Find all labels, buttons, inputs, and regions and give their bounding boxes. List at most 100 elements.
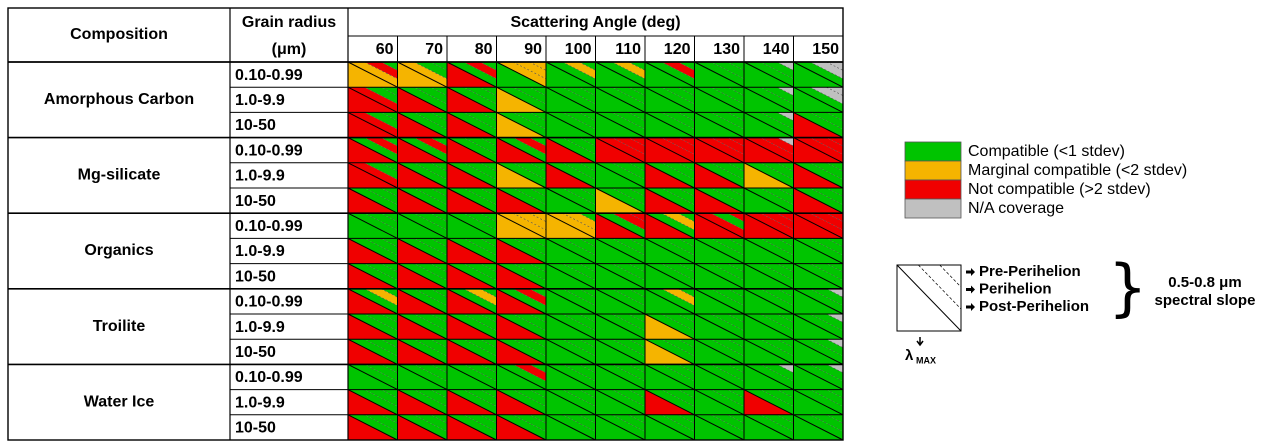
- diagonal: [677, 313, 695, 323]
- legend-swatch: [904, 141, 962, 162]
- radius-label: 0.10-0.99: [235, 218, 303, 235]
- diagonal: [529, 112, 547, 122]
- lambda: λ: [905, 347, 914, 364]
- diagonal: [793, 61, 844, 88]
- diagonal: [595, 338, 646, 365]
- diagonal: [743, 187, 794, 214]
- diagonal: [380, 86, 398, 96]
- radius-label: 10-50: [235, 193, 276, 210]
- legend-label: Marginal compatible (<2 stdev): [968, 162, 1187, 179]
- diagonal: [397, 162, 448, 189]
- diagonal: [496, 313, 547, 340]
- diagonal: [644, 288, 695, 315]
- diagonal: [479, 288, 497, 298]
- table-border: [7, 7, 844, 441]
- diagonal: [793, 338, 844, 365]
- diagonal: [776, 137, 794, 147]
- diagonal: [826, 389, 844, 399]
- diagonal: [479, 137, 497, 147]
- diagonal: [595, 137, 646, 164]
- diagonal: [496, 137, 547, 164]
- diagonal: [743, 389, 794, 416]
- diagonal: [446, 162, 497, 189]
- diagonal: [793, 313, 844, 340]
- diagonal: [628, 86, 646, 96]
- diagonal: [743, 162, 794, 189]
- diagonal: [776, 187, 794, 197]
- diagonal: [743, 313, 794, 340]
- diagonal: [826, 338, 844, 348]
- diagonal: [628, 364, 646, 374]
- key-arrow: [966, 285, 975, 294]
- diagonal: [776, 389, 794, 399]
- diagonal: [826, 137, 844, 147]
- diagonal: [430, 313, 448, 323]
- diagonal: [776, 414, 794, 424]
- diagonal: [743, 137, 794, 164]
- diagonal: [430, 364, 448, 374]
- diagonal: [545, 263, 596, 290]
- diagonal: [479, 414, 497, 424]
- diagonal: [628, 61, 646, 71]
- diagonal: [826, 263, 844, 273]
- diagonal: [727, 137, 745, 147]
- diagonal: [397, 86, 448, 113]
- diagonal: [496, 263, 547, 290]
- diagonal: [397, 61, 448, 88]
- diagonal: [776, 61, 794, 71]
- diagonal: [743, 86, 794, 113]
- diagonal: [529, 212, 547, 222]
- diagonal: [347, 338, 398, 365]
- diagonal: [793, 263, 844, 290]
- diagonal: [727, 313, 745, 323]
- diagonal: [380, 313, 398, 323]
- diagonal: [628, 112, 646, 122]
- diagonal: [677, 364, 695, 374]
- diagonal: [397, 288, 448, 315]
- diagonal: [430, 61, 448, 71]
- diagonal: [793, 86, 844, 113]
- diagonal: [545, 288, 596, 315]
- legend-label: Not compatible (>2 stdev): [968, 181, 1151, 198]
- diagonal: [644, 86, 695, 113]
- diagonal: [644, 61, 695, 88]
- diagonal: [578, 212, 596, 222]
- diagonal: [776, 364, 794, 374]
- diagonal: [578, 187, 596, 197]
- diagonal: [578, 112, 596, 122]
- radius-label: 0.10-0.99: [235, 369, 303, 386]
- diagonal: [727, 288, 745, 298]
- diagonal: [595, 288, 646, 315]
- diagonal: [776, 313, 794, 323]
- diagonal: [826, 238, 844, 248]
- diagonal: [347, 212, 398, 239]
- diagonal: [529, 61, 547, 71]
- diagonal: [397, 414, 448, 441]
- composition-label: Organics: [84, 242, 153, 259]
- lambda-arrow: [916, 337, 924, 347]
- diagonal: [430, 212, 448, 222]
- diagonal: [347, 237, 398, 265]
- diagonal: [727, 364, 745, 374]
- diagonal: [347, 86, 398, 113]
- diagonal: [545, 162, 596, 189]
- range-label: 0.5-0.8 μm: [1168, 274, 1241, 291]
- diagonal: [347, 263, 398, 290]
- diagonal: [595, 313, 646, 340]
- diagonal: [578, 263, 596, 273]
- diagonal: [727, 61, 745, 71]
- diagonal: [727, 162, 745, 172]
- radius-label: 0.10-0.99: [235, 67, 303, 84]
- diagonal: [578, 414, 596, 424]
- grain-unit: (μm): [272, 41, 307, 58]
- diagonal: [677, 288, 695, 298]
- radius-label: 1.0-9.9: [235, 394, 285, 411]
- key-line: [939, 264, 962, 288]
- diagonal: [644, 313, 695, 340]
- diagonal: [743, 237, 794, 265]
- diagonal: [743, 414, 794, 441]
- diagonal: [446, 389, 497, 416]
- diagonal: [595, 111, 646, 139]
- diagonal: [380, 212, 398, 222]
